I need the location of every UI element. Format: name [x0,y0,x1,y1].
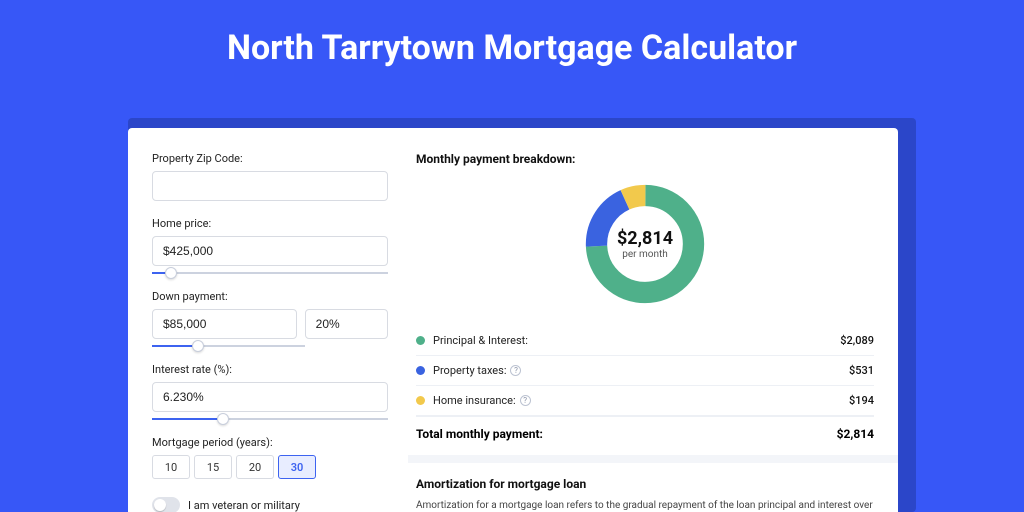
toggle-knob [154,499,166,511]
interest-rate-input[interactable] [152,382,388,412]
veteran-toggle[interactable] [152,497,180,512]
slider-fill [152,418,223,420]
dot-icon [416,396,425,405]
period-group: Mortgage period (years): 10 15 20 30 [152,436,388,479]
slider-thumb[interactable] [217,413,229,425]
legend-value: $2,089 [840,334,874,347]
zip-label: Property Zip Code: [152,152,388,165]
home-price-input[interactable] [152,236,388,266]
zip-input[interactable] [152,171,388,201]
period-label: Mortgage period (years): [152,436,388,449]
period-btn-15[interactable]: 15 [194,455,232,479]
slider-thumb[interactable] [165,267,177,279]
legend-text: Property taxes: [433,364,506,377]
zip-group: Property Zip Code: [152,152,388,201]
legend-value: $531 [849,364,874,377]
donut-wrap: $2,814 per month [416,180,874,308]
total-label: Total monthly payment: [416,427,837,441]
donut-center: $2,814 per month [581,180,709,308]
interest-rate-slider[interactable] [152,418,388,420]
legend-text: Principal & Interest: [433,334,528,347]
amortization-card: Amortization for mortgage loan Amortizat… [408,455,898,512]
amortization-text: Amortization for a mortgage loan refers … [416,499,874,512]
legend-row-principal: Principal & Interest: $2,089 [416,326,874,356]
period-btn-20[interactable]: 20 [236,455,274,479]
form-column: Property Zip Code: Home price: Down paym… [128,128,408,512]
amortization-title: Amortization for mortgage loan [416,477,874,491]
veteran-row: I am veteran or military [152,497,388,512]
legend-label: Property taxes: ? [433,364,849,377]
down-payment-pct-input[interactable] [305,309,388,339]
veteran-label: I am veteran or military [188,499,300,512]
legend-text: Home insurance: [433,394,516,407]
calculator-panel: Property Zip Code: Home price: Down paym… [128,128,898,512]
total-row: Total monthly payment: $2,814 [416,416,874,455]
dot-icon [416,366,425,375]
breakdown-title: Monthly payment breakdown: [416,152,874,166]
interest-rate-group: Interest rate (%): [152,363,388,420]
total-value: $2,814 [837,427,874,441]
help-icon[interactable]: ? [510,365,521,376]
period-btn-30[interactable]: 30 [278,455,316,479]
down-payment-group: Down payment: [152,290,388,347]
donut-chart: $2,814 per month [581,180,709,308]
breakdown-column: Monthly payment breakdown: $2,814 per mo… [408,128,898,512]
down-payment-slider[interactable] [152,345,305,347]
donut-center-value: $2,814 [617,228,673,249]
help-icon[interactable]: ? [520,395,531,406]
home-price-group: Home price: [152,217,388,274]
home-price-slider[interactable] [152,272,388,274]
down-payment-amount-input[interactable] [152,309,297,339]
legend-label: Home insurance: ? [433,394,849,407]
home-price-label: Home price: [152,217,388,230]
down-payment-label: Down payment: [152,290,388,303]
page-title: North Tarrytown Mortgage Calculator [0,0,1024,90]
slider-thumb[interactable] [192,340,204,352]
dot-icon [416,336,425,345]
interest-rate-label: Interest rate (%): [152,363,388,376]
legend-label: Principal & Interest: [433,334,840,347]
legend-row-insurance: Home insurance: ? $194 [416,386,874,416]
legend-row-taxes: Property taxes: ? $531 [416,356,874,386]
period-btn-10[interactable]: 10 [152,455,190,479]
legend-value: $194 [849,394,874,407]
period-buttons: 10 15 20 30 [152,455,388,479]
donut-center-sub: per month [622,249,668,260]
